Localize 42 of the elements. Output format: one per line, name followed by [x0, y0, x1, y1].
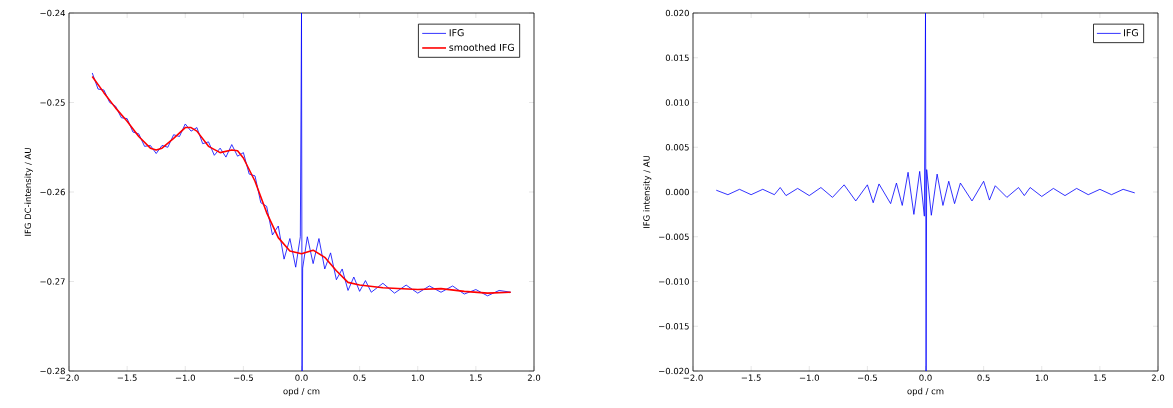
x-axis-title: opd / cm	[907, 387, 944, 396]
y-tick-label: −0.005	[659, 233, 689, 240]
y-tick-label: −0.25	[40, 99, 65, 106]
x-tick-label: 2.0	[1151, 374, 1165, 381]
y-tick-label: 0.005	[665, 144, 689, 151]
x-tick-label: −2.0	[683, 374, 703, 381]
y-tick-label: 0.000	[665, 188, 689, 196]
x-tick-label: 0.5	[977, 374, 990, 381]
x-tick-label: 0.0	[919, 374, 932, 381]
y-tick-label: −0.27	[40, 278, 65, 285]
x-tick-label: 1.0	[1035, 374, 1048, 381]
x-tick-label: 1.5	[470, 374, 482, 381]
y-tick-label: −0.015	[659, 323, 689, 330]
x-tick-label: −1.5	[117, 374, 137, 381]
x-tick-label: −0.5	[857, 374, 877, 381]
y-tick-label: −0.28	[40, 367, 65, 375]
x-tick-label: 0.5	[353, 374, 366, 381]
x-axis-title: opd / cm	[283, 387, 320, 396]
y-tick-label: −0.010	[659, 278, 689, 285]
line-series	[715, 13, 1136, 371]
legend-label: IFG	[1124, 29, 1138, 37]
x-tick-label: −1.0	[799, 374, 819, 381]
y-tick-label: 0.010	[665, 99, 689, 106]
x-tick-label: 0.0	[295, 374, 308, 381]
x-tick-label: −2.0	[59, 374, 79, 381]
x-tick-label: −1.0	[175, 374, 195, 381]
x-tick-label: 2.0	[527, 374, 541, 381]
x-tick-label: −0.5	[233, 374, 253, 381]
legend-label: IFG	[449, 29, 464, 37]
y-tick-label: 0.020	[665, 9, 689, 17]
legend-label: smoothed IFG	[449, 43, 514, 51]
y-tick-label: −0.26	[40, 188, 65, 196]
x-tick-label: −1.5	[741, 374, 761, 381]
y-axis-title: IFG intensity / AU	[643, 155, 652, 228]
y-tick-label: 0.015	[665, 54, 689, 61]
y-tick-label: −0.24	[40, 9, 65, 17]
line-series	[91, 13, 512, 371]
x-tick-label: 1.5	[1094, 374, 1106, 381]
x-tick-label: 1.0	[411, 374, 424, 381]
y-axis-title: IFG DC-intensity / AU	[24, 148, 33, 236]
line-series	[91, 75, 512, 294]
y-tick-label: −0.020	[659, 367, 689, 375]
